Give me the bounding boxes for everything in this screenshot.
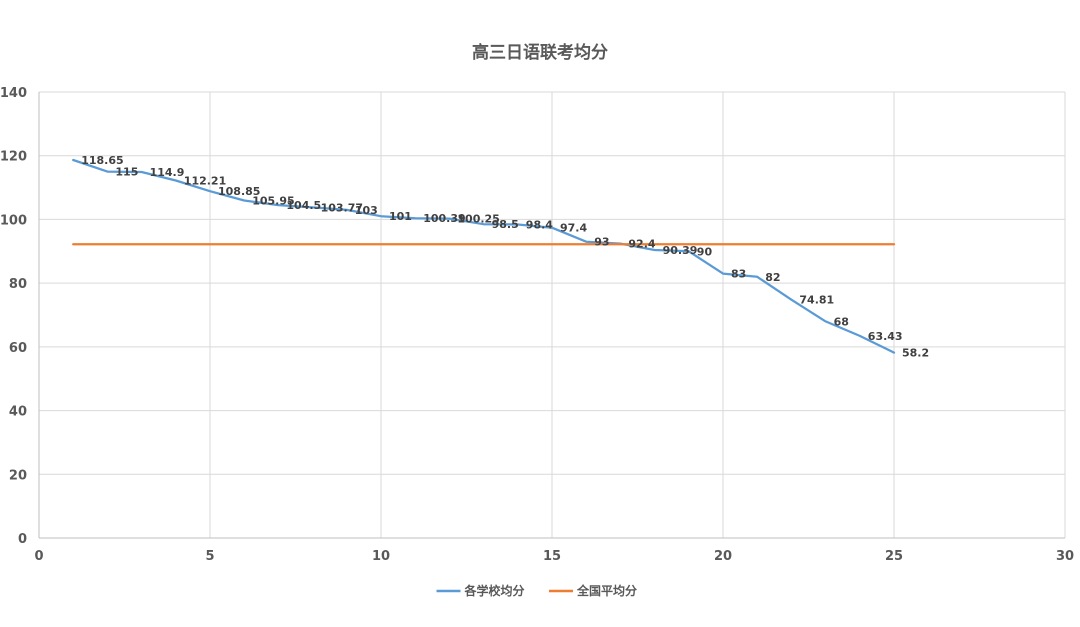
y-tick-label: 60 xyxy=(9,341,27,356)
data-label: 82 xyxy=(765,271,780,284)
x-tick-label: 0 xyxy=(34,549,43,564)
data-label: 83 xyxy=(731,268,746,281)
data-label: 101 xyxy=(389,210,412,223)
data-label: 118.65 xyxy=(81,154,123,167)
data-label: 98.4 xyxy=(526,219,553,232)
y-tick-label: 120 xyxy=(0,150,27,165)
data-label: 98.5 xyxy=(492,218,519,231)
x-tick-label: 15 xyxy=(543,549,561,564)
series-line-0 xyxy=(72,158,896,354)
data-label: 108.85 xyxy=(218,185,260,198)
data-label: 105.95 xyxy=(252,194,294,207)
x-tick-label: 20 xyxy=(714,549,732,564)
gridlines xyxy=(39,91,1066,538)
x-tick-label: 30 xyxy=(1056,549,1074,564)
y-tick-label: 0 xyxy=(18,532,27,547)
y-tick-label: 40 xyxy=(9,405,27,420)
chart-title: 高三日语联考均分 xyxy=(472,42,608,63)
y-tick-label: 140 xyxy=(0,86,27,101)
data-label: 103 xyxy=(355,204,378,217)
x-tick-label: 25 xyxy=(885,549,903,564)
data-label: 58.2 xyxy=(902,347,929,360)
legend-item-1[interactable]: 全国平均分 xyxy=(549,583,637,598)
data-label: 100.25 xyxy=(457,213,499,226)
data-label: 112.21 xyxy=(184,175,226,188)
y-tick-label: 100 xyxy=(0,213,27,228)
series-lines xyxy=(72,158,896,354)
data-label: 92.4 xyxy=(628,238,655,251)
data-label: 93 xyxy=(594,236,609,249)
legend[interactable]: 各学校均分 全国平均分 xyxy=(436,583,638,598)
y-tick-label: 80 xyxy=(9,277,27,292)
data-label: 115 xyxy=(115,166,138,179)
legend-label: 全国平均分 xyxy=(576,583,637,598)
data-label: 114.9 xyxy=(150,166,185,179)
data-label: 63.43 xyxy=(868,330,903,343)
data-label: 97.4 xyxy=(560,222,587,235)
data-label: 100.39 xyxy=(423,212,465,225)
data-label: 74.81 xyxy=(799,294,834,307)
x-tick-label: 10 xyxy=(372,549,390,564)
data-label: 68 xyxy=(834,315,849,328)
legend-item-0[interactable]: 各学校均分 xyxy=(436,583,525,598)
axes: 0 20 40 60 80 100 120 140 0 5 10 15 20 25 30 xyxy=(0,86,1074,564)
data-label: 90.39 xyxy=(663,244,698,257)
x-tick-label: 5 xyxy=(205,549,214,564)
legend-label: 各学校均分 xyxy=(464,583,525,598)
data-label: 104.5 xyxy=(286,199,321,212)
data-label: 90 xyxy=(697,245,713,258)
data-label: 103.77 xyxy=(321,201,363,214)
y-tick-label: 20 xyxy=(9,468,27,483)
